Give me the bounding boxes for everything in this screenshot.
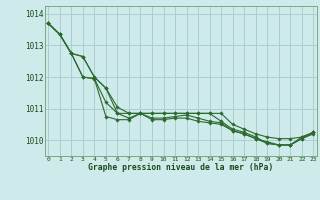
X-axis label: Graphe pression niveau de la mer (hPa): Graphe pression niveau de la mer (hPa) bbox=[88, 163, 273, 172]
